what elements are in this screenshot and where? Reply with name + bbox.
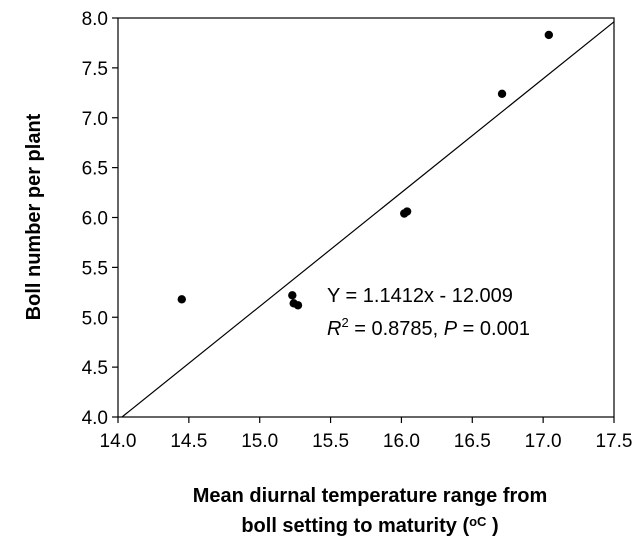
x-tick-label: 15.0 — [241, 431, 278, 452]
y-tick-label: 6.5 — [82, 159, 108, 180]
x-axis-title-line2-text: boll setting to maturity ( — [241, 515, 469, 537]
y-axis-ticks: 4.0 4.5 5.0 5.5 6.0 6.5 7.0 7.5 8.0 — [82, 9, 118, 429]
data-point — [497, 89, 507, 99]
data-point — [177, 295, 186, 304]
y-tick-label: 5.0 — [82, 308, 108, 329]
regression-stats: R2 = 0.8785, P = 0.001 — [327, 315, 530, 340]
y-tick-label: 7.0 — [82, 109, 108, 130]
regression-equation: Y = 1.1412x - 12.009 — [327, 285, 513, 307]
unit-degree-symbol: oC — [469, 514, 487, 529]
data-point — [293, 301, 303, 310]
x-tick-label: 16.5 — [454, 431, 491, 452]
data-points — [177, 30, 554, 310]
x-tick-label: 14.0 — [100, 431, 137, 452]
x-axis-title-line1: Mean diurnal temperature range from — [193, 485, 548, 507]
y-axis-title: Boll number per plant — [23, 113, 45, 320]
x-tick-label: 14.5 — [170, 431, 207, 452]
data-point — [544, 30, 554, 40]
x-tick-label: 17.5 — [596, 431, 633, 452]
data-point — [402, 207, 412, 216]
p-label: P — [444, 318, 458, 340]
r-label: R — [327, 318, 341, 340]
plot-frame — [117, 17, 615, 418]
r-value: = 0.8785, — [349, 318, 444, 340]
p-value: = 0.001 — [457, 318, 530, 340]
x-tick-label: 16.0 — [383, 431, 420, 452]
x-axis-title-close: ) — [486, 515, 498, 537]
data-point — [288, 291, 297, 300]
y-tick-label: 5.5 — [82, 258, 108, 279]
y-tick-label: 6.0 — [82, 209, 108, 230]
x-axis-ticks: 14.0 14.5 15.0 15.5 16.0 16.5 17.0 17.5 — [100, 417, 633, 452]
r-superscript: 2 — [341, 315, 348, 330]
y-tick-label: 4.0 — [82, 408, 108, 429]
y-tick-label: 4.5 — [82, 358, 108, 379]
x-axis-title-line2: boll setting to maturity (oC ) — [241, 514, 498, 537]
x-tick-label: 17.0 — [525, 431, 562, 452]
regression-line — [121, 21, 615, 418]
y-tick-label: 7.5 — [82, 59, 108, 80]
x-tick-label: 15.5 — [312, 431, 349, 452]
y-tick-label: 8.0 — [82, 9, 108, 30]
